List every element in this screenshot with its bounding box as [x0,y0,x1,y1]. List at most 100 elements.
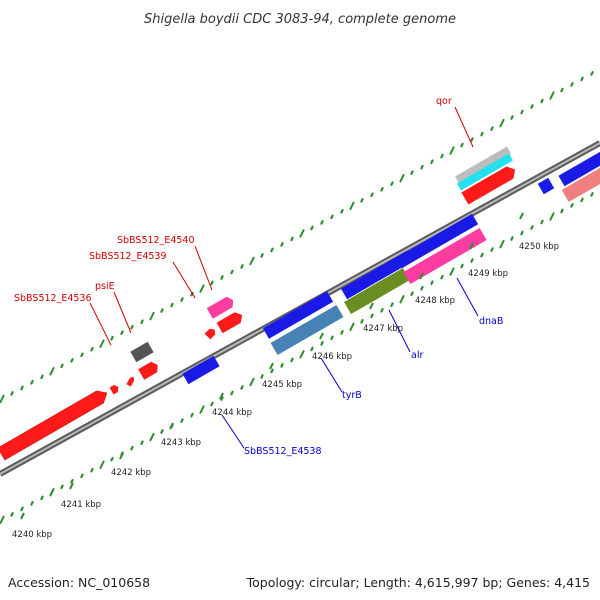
gene-feature-sbbs512-e4540[interactable] [206,295,236,319]
minor-ticks-upper-dash [530,104,534,109]
minor-ticks-lower-dash [280,363,284,368]
tick-label: 4240 kbp [12,530,52,540]
tick-label: 4243 kbp [161,438,201,448]
feature-track [0,146,600,461]
gene-feature-small-blue[interactable] [537,177,555,195]
gene-feature-grey[interactable] [455,146,511,184]
minor-ticks-upper-dash [30,380,34,385]
minor-ticks-lower-dash [249,377,255,387]
minor-ticks-lower-dash [530,225,534,230]
minor-ticks-upper-dash [390,181,394,186]
minor-ticks-lower-dash [420,285,424,291]
gene-feature-olive[interactable] [344,267,410,315]
kbp-tick [169,422,174,430]
minor-ticks-lower-dash [140,440,144,445]
kbp-tick [69,482,74,490]
callout-line-sbbs512-e4539 [172,261,196,299]
gene-feature-small-1[interactable] [109,384,121,395]
gene-label-psie[interactable]: psiE [95,281,115,292]
tick-label: 4242 kbp [111,468,151,478]
minor-ticks-upper-dash [180,297,184,302]
gene-feature-cyan[interactable] [457,153,513,191]
gene-feature-sbbs512-e4539[interactable] [216,310,246,334]
minor-ticks-upper-dash [480,131,484,137]
tick-label: 4250 kbp [519,242,559,252]
minor-ticks-lower-dash [310,346,314,352]
kbp-tick [20,512,25,520]
gene-feature-qor[interactable] [461,163,518,205]
minor-ticks-lower-dash [60,484,64,490]
tick-label: 4249 kbp [468,269,508,279]
gene-feature-pink[interactable] [403,227,487,285]
gene-label-sbbs512-e4540[interactable]: SbBS512_E4540 [117,235,195,246]
kbp-tick [219,392,224,400]
minor-ticks-lower-dash [220,396,224,401]
minor-ticks-upper-dash [20,385,24,391]
tick-label: 4241 kbp [61,500,101,510]
gene-feature-light-red[interactable] [561,165,600,203]
minor-ticks-upper-dash [340,209,344,214]
minor-ticks-upper-dash [90,346,94,352]
minor-ticks-lower-dash [40,495,44,501]
minor-ticks-lower-dash [370,313,374,319]
minor-ticks-lower-dash [30,501,34,506]
minor-ticks-upper-dash [440,153,444,159]
gene-feature-sbbs512-e4538[interactable] [182,355,220,385]
minor-ticks-upper-dash [260,253,264,258]
gene-feature-small-3[interactable] [204,327,218,340]
minor-ticks-upper-dash [210,280,214,286]
gene-feature-blue-right[interactable] [558,149,600,187]
minor-ticks-lower-dash [340,330,344,335]
minor-ticks-lower-dash [349,322,355,331]
minor-ticks-lower-dash [160,429,164,434]
callout-line-tyrb [320,357,343,393]
gene-label-sbbs512-e4538[interactable]: SbBS512_E4538 [244,446,322,457]
minor-ticks-upper-dash [560,87,564,93]
minor-ticks-upper-dash [140,319,144,324]
minor-ticks-upper-dash [520,109,524,115]
gene-feature-teal[interactable] [270,304,344,356]
minor-ticks-upper-dash [420,164,424,170]
minor-ticks-lower-dash [520,230,524,236]
minor-ticks-upper-dash [570,82,574,87]
minor-ticks-lower-dash [560,208,564,214]
minor-ticks-upper-dash [380,187,384,192]
minor-ticks-lower-dash [70,479,74,484]
gene-label-qor[interactable]: qor [436,96,452,107]
minor-ticks-upper-dash [430,159,434,164]
gene-label-alr[interactable]: alr [411,350,423,361]
gene-label-dnab[interactable]: dnaB [479,316,503,327]
gene-feature-psie[interactable] [138,360,160,380]
minor-ticks-lower-dash [10,512,14,517]
minor-ticks-lower-dash [380,308,384,313]
minor-ticks-lower-dash [390,302,394,307]
minor-ticks-lower-dash [549,212,555,221]
minor-ticks-upper-dash [449,146,455,155]
minor-ticks-upper-dash [70,358,74,363]
gene-feature-alr[interactable] [341,250,413,300]
minor-ticks-lower-dash [230,390,234,396]
gene-label-tyrb[interactable]: tyrB [342,390,362,401]
minor-ticks-upper-dash [460,142,464,148]
minor-ticks-upper-dash [310,225,314,231]
gene-label-sbbs512-e4536[interactable]: SbBS512_E4536 [14,293,92,304]
minor-ticks-lower-dash [480,252,484,258]
callout-line-dnab [456,277,479,317]
gene-feature-small-2[interactable] [126,375,135,387]
minor-ticks-upper-dash [410,170,414,175]
gene-labels: qor SbBS512_E4540 SbBS512_E4539 psiE SbB… [14,96,503,457]
gene-label-sbbs512-e4539[interactable]: SbBS512_E4539 [89,251,167,262]
gene-feature-dnab[interactable] [395,213,479,269]
minor-ticks-upper-dash [60,363,64,369]
minor-ticks-upper-dash [220,275,224,280]
minor-ticks-upper-dash [120,330,124,335]
gene-feature-sbbs512-e4536[interactable] [0,387,110,461]
gene-feature-tyrb[interactable] [262,291,334,339]
gene-feature-pseudogene[interactable] [130,341,154,363]
kbp-tick [419,272,424,280]
minor-ticks-upper-dash [549,91,555,100]
minor-ticks-lower-dash [180,418,184,423]
minor-ticks-lower-dash [470,258,474,263]
callout-line-psie [113,291,132,334]
